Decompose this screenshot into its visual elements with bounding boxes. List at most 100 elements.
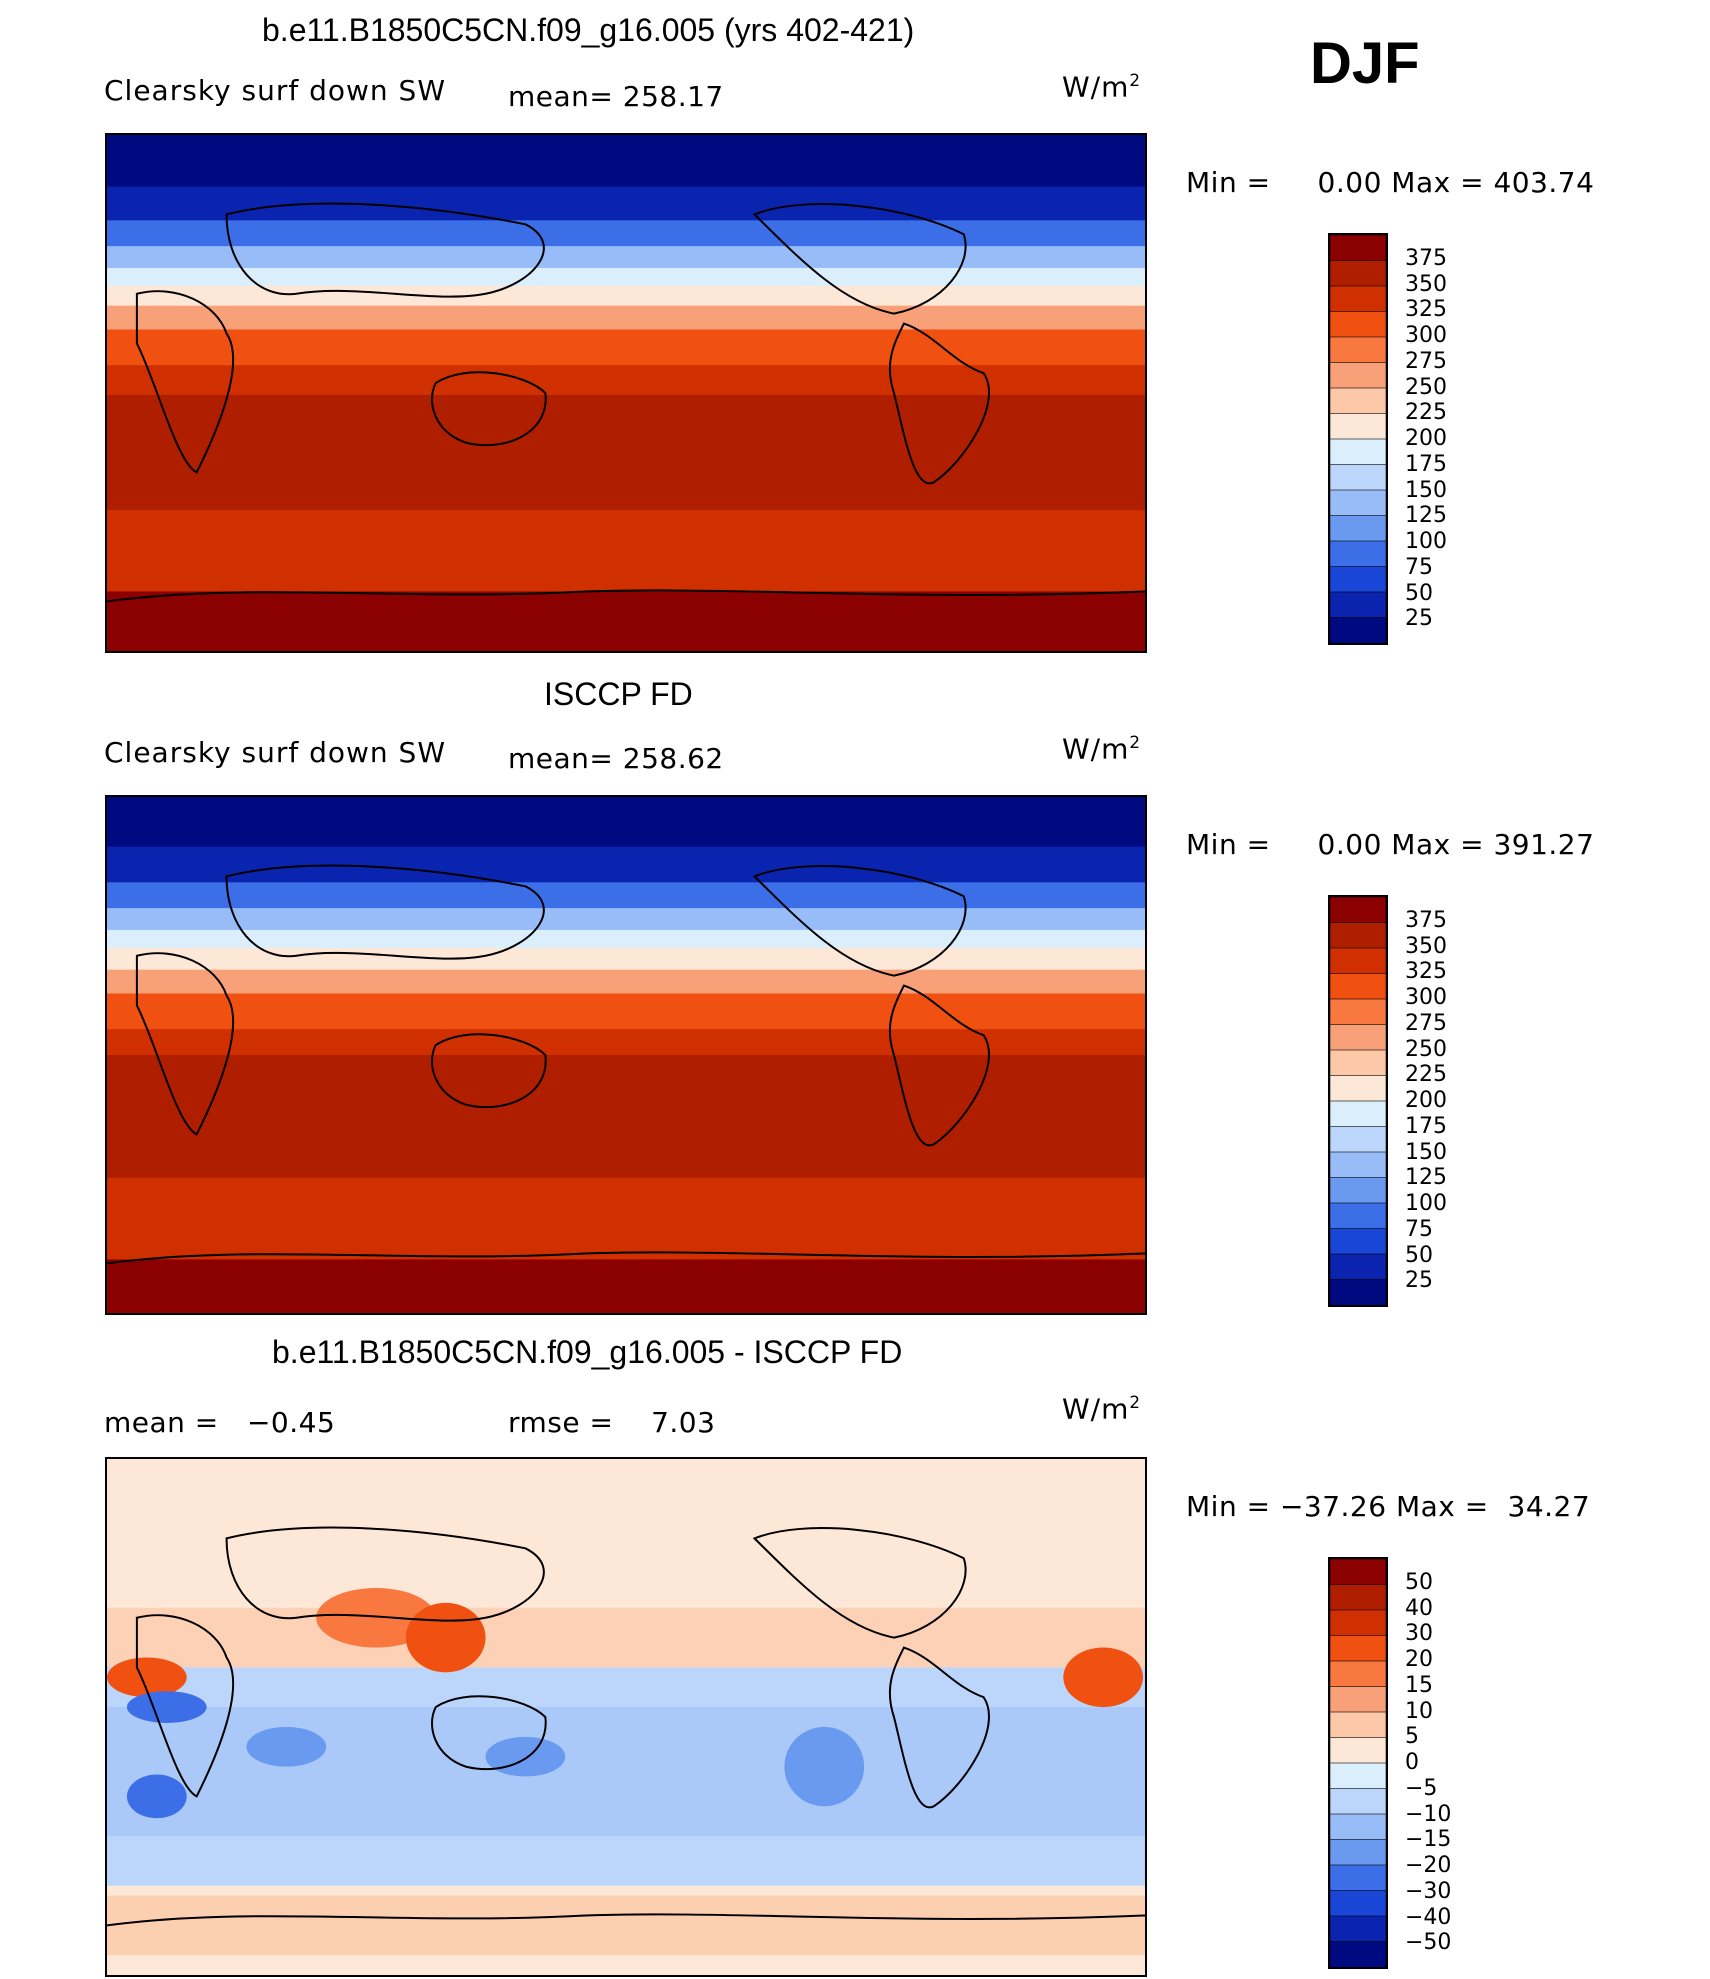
- panel-1-colorbar-label: 350: [1405, 271, 1447, 297]
- panel-2-title: ISCCP FD: [544, 676, 693, 712]
- panel-2-colorbar-box: [1330, 1177, 1386, 1204]
- panel-1-colorbar-label: 175: [1405, 451, 1447, 477]
- panel-1-colorbar-label: 150: [1405, 477, 1447, 503]
- panel-1-colorbar-box: [1330, 617, 1386, 643]
- panel-3-mean: mean = −0.45: [104, 1406, 336, 1439]
- panel-2-minmax: Min = 0.00 Max = 391.27: [1186, 828, 1595, 861]
- panel-2-colorbar-box: [1330, 1202, 1386, 1230]
- panel-1-units: W/m2: [1062, 70, 1142, 104]
- panel-1-colorbar-box: [1330, 362, 1386, 389]
- panel-2-colorbar-label: 275: [1405, 1010, 1447, 1036]
- panel-2-colorbar-label: 325: [1405, 959, 1447, 985]
- panel-3-colorbar-box: [1330, 1686, 1386, 1713]
- panel-2-colorbar-box: [1330, 1100, 1386, 1128]
- panel-3-colorbar-box: [1330, 1941, 1386, 1967]
- panel-3-title: b.e11.B1850C5CN.f09_g16.005 - ISCCP FD: [272, 1334, 903, 1370]
- panel-1-colorbar-box: [1330, 260, 1386, 287]
- panel-3-colorbar-label: 50: [1405, 1569, 1433, 1595]
- panel-1-colorbar-label: 100: [1405, 529, 1447, 554]
- panel-1-colorbar-label: 300: [1405, 323, 1447, 348]
- panel-1-colorbar-label: 250: [1405, 374, 1447, 400]
- panel-3-colorbar-box: [1330, 1584, 1386, 1611]
- panel-1-colorbar-box: [1330, 387, 1386, 415]
- panel-2-colorbar-box: [1330, 1279, 1386, 1305]
- panel-1-colorbar-label: 225: [1405, 400, 1447, 426]
- panel-2-colorbar-label: 375: [1405, 907, 1447, 933]
- panel-2-colorbar-box: [1330, 947, 1386, 975]
- panel-2-colorbar-box: [1330, 998, 1386, 1026]
- panel-3-colorbar-label: 30: [1405, 1621, 1433, 1647]
- panel-2-mean: mean= 258.62: [508, 742, 724, 775]
- panel-3-colorbar-box: [1330, 1890, 1386, 1917]
- panel-3-colorbar-box: [1330, 1915, 1386, 1943]
- panel-1-colorbar-box: [1330, 464, 1386, 491]
- panel-1-colorbar-label: 50: [1405, 580, 1433, 606]
- panel-2-map: [105, 795, 1147, 1315]
- panel-3-colorbar-box: [1330, 1839, 1386, 1866]
- panel-2-colorbar-label: 250: [1405, 1036, 1447, 1062]
- panel-2-colorbar-box: [1330, 1049, 1386, 1077]
- panel-3-units: W/m2: [1062, 1392, 1142, 1426]
- panel-3-rmse: rmse = 7.03: [508, 1406, 716, 1439]
- panel-3-colorbar-label: −50: [1405, 1930, 1452, 1956]
- panel-1-colorbar-label: 325: [1405, 297, 1447, 323]
- panel-2-variable-label: Clearsky surf down SW: [104, 736, 447, 769]
- panel-2-colorbar-box: [1330, 1024, 1386, 1051]
- panel-1-colorbar-box: [1330, 489, 1386, 517]
- panel-2-colorbar-label: 50: [1405, 1242, 1433, 1268]
- panel-1-colorbar-box: [1330, 438, 1386, 466]
- panel-2-colorbar-box: [1330, 1126, 1386, 1153]
- panel-1-colorbar-label: 25: [1405, 606, 1433, 632]
- panel-3-colorbar-box: [1330, 1813, 1386, 1841]
- season-label: DJF: [1310, 31, 1420, 96]
- panel-2-colorbar: [1328, 895, 1388, 1307]
- panel-1-colorbar: [1328, 233, 1388, 645]
- panel-2-colorbar-box: [1330, 1075, 1386, 1102]
- panel-1-colorbar-label: 200: [1405, 426, 1447, 451]
- panel-1-mean: mean= 258.17: [508, 80, 724, 113]
- panel-1-colorbar-box: [1330, 566, 1386, 593]
- panel-2-colorbar-label: 175: [1405, 1113, 1447, 1139]
- panel-2-colorbar-label: 150: [1405, 1139, 1447, 1165]
- panel-1-colorbar-box: [1330, 285, 1386, 313]
- panel-1-colorbar-label: 75: [1405, 554, 1433, 580]
- panel-3-colorbar-box: [1330, 1635, 1386, 1662]
- panel-2-colorbar-label: 75: [1405, 1216, 1433, 1242]
- panel-2-colorbar-box: [1330, 922, 1386, 949]
- panel-3-colorbar-label: −5: [1405, 1775, 1438, 1801]
- panel-1-colorbar-label: 125: [1405, 503, 1447, 529]
- panel-3-colorbar-label: −15: [1405, 1827, 1452, 1853]
- panel-1-colorbar-label: 275: [1405, 348, 1447, 374]
- panel-3-map: [105, 1457, 1147, 1977]
- panel-2-colorbar-label: 125: [1405, 1165, 1447, 1191]
- panel-2-units: W/m2: [1062, 732, 1142, 766]
- panel-3-colorbar-label: 5: [1405, 1724, 1419, 1750]
- panel-1-colorbar-box: [1330, 591, 1386, 619]
- panel-3-colorbar: [1328, 1557, 1388, 1969]
- panel-1-minmax: Min = 0.00 Max = 403.74: [1186, 166, 1595, 199]
- panel-3-colorbar-label: 15: [1405, 1672, 1433, 1698]
- panel-2-colorbar-label: 350: [1405, 933, 1447, 959]
- panel-1-colorbar-label: 375: [1405, 245, 1447, 271]
- panel-2-colorbar-box: [1330, 973, 1386, 1000]
- panel-2-colorbar-label: 225: [1405, 1062, 1447, 1088]
- panel-1-colorbar-box: [1330, 540, 1386, 568]
- panel-3-colorbar-box: [1330, 1660, 1386, 1688]
- panel-1-colorbar-box: [1330, 413, 1386, 440]
- panel-3-colorbar-label: 10: [1405, 1698, 1433, 1724]
- panel-2-colorbar-label: 25: [1405, 1268, 1433, 1294]
- panel-3-colorbar-label: 20: [1405, 1647, 1433, 1672]
- panel-2-colorbar-label: 200: [1405, 1088, 1447, 1113]
- panel-1-map: [105, 133, 1147, 653]
- panel-1-colorbar-box: [1330, 235, 1386, 262]
- panel-2-colorbar-label: 100: [1405, 1191, 1447, 1216]
- panel-3-minmax: Min = −37.26 Max = 34.27: [1186, 1490, 1591, 1523]
- panel-3-colorbar-box: [1330, 1762, 1386, 1790]
- panel-3-colorbar-label: 40: [1405, 1595, 1433, 1621]
- panel-1-colorbar-box: [1330, 311, 1386, 338]
- panel-2-colorbar-box: [1330, 1228, 1386, 1255]
- panel-3-colorbar-label: −10: [1405, 1801, 1452, 1827]
- panel-1-title: b.e11.B1850C5CN.f09_g16.005 (yrs 402-421…: [262, 12, 915, 48]
- panel-3-colorbar-box: [1330, 1788, 1386, 1815]
- panel-3-colorbar-label: −20: [1405, 1853, 1452, 1878]
